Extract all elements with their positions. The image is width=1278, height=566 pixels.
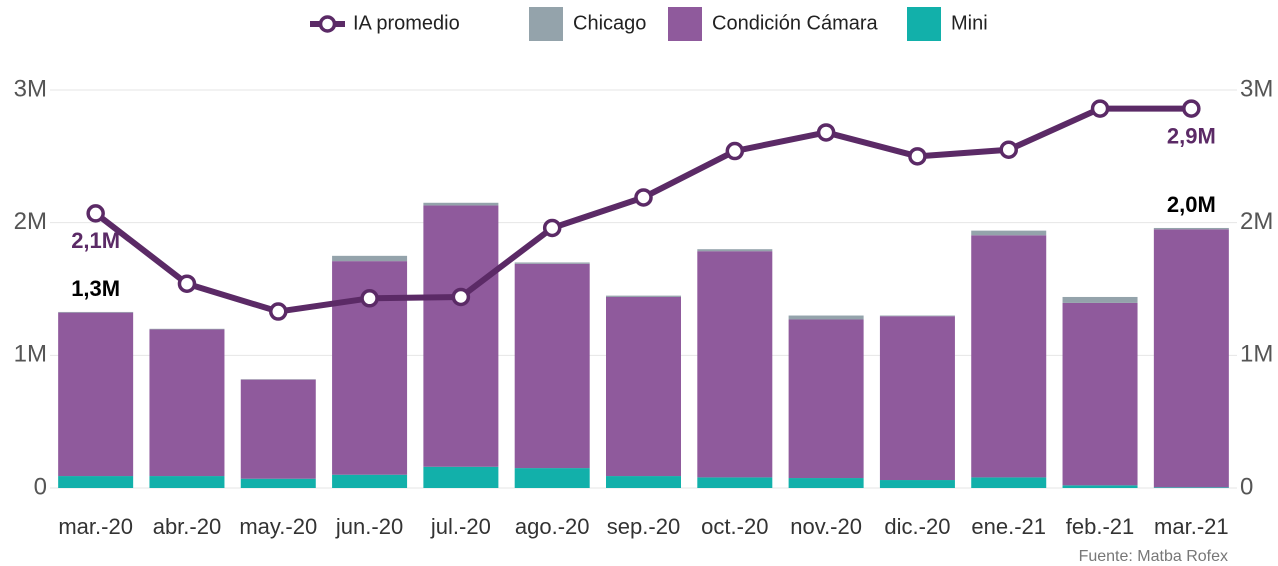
bar-segment — [879, 315, 955, 317]
total-label: 1,3M — [71, 276, 120, 301]
source: Fuente: Matba Rofex — [1079, 548, 1228, 565]
bar-segment — [788, 478, 864, 488]
x-tick-label: ene.-21 — [971, 514, 1046, 539]
bar-segment — [58, 311, 134, 313]
line-point — [999, 140, 1018, 159]
bar-segment — [1153, 229, 1229, 488]
line-point — [86, 204, 105, 223]
x-tick-label: feb.-21 — [1066, 514, 1135, 539]
bar-segment — [240, 379, 316, 479]
bar-segment — [514, 262, 590, 264]
line-point — [725, 141, 745, 161]
bar-segment — [332, 474, 408, 488]
y-tick-label: 1M — [14, 341, 47, 368]
bar-segment — [58, 476, 134, 488]
bar-segment — [240, 478, 316, 488]
x-tick-label: abr.-20 — [153, 514, 222, 539]
bar-segment — [606, 295, 681, 297]
line-point — [360, 289, 379, 308]
legend-swatch — [668, 7, 702, 41]
bar-segment — [788, 319, 864, 479]
legend-label: Condición Cámara — [712, 12, 879, 34]
y2-tick-label: 3M — [1240, 75, 1273, 102]
line-point — [1090, 99, 1110, 118]
bar-segment — [788, 315, 864, 320]
legend-label: Chicago — [573, 12, 646, 34]
y-tick-label: 0 — [34, 473, 47, 500]
x-tick-label: jun.-20 — [335, 514, 403, 539]
bar-segment — [606, 476, 681, 488]
line-point — [634, 188, 653, 207]
x-tick-label: jul.-20 — [430, 514, 491, 539]
x-tick-label: nov.-20 — [790, 514, 862, 539]
bar-segment — [423, 466, 499, 488]
bar-segment — [58, 312, 134, 477]
y-tick-label: 3M — [14, 75, 47, 102]
bar-segment — [879, 316, 955, 481]
bar-segment — [879, 480, 955, 488]
line-point — [177, 274, 197, 293]
x-tick-label: dic.-20 — [884, 514, 950, 539]
bar-segment — [1062, 302, 1138, 486]
bar-segment — [1062, 296, 1138, 303]
y-tick-label: 2M — [14, 208, 47, 235]
y2-tick-label: 2M — [1240, 208, 1273, 235]
legend-label: Mini — [951, 12, 988, 34]
bar-segment — [514, 263, 590, 469]
bar-segment — [697, 249, 773, 252]
y2-tick-label: 0 — [1240, 473, 1253, 500]
x-tick-label: may.-20 — [239, 514, 317, 539]
legend-swatch — [529, 7, 563, 41]
bar-segment — [332, 255, 408, 262]
line-point — [451, 287, 471, 307]
bar-segment — [971, 477, 1047, 488]
line-label: 2,1M — [71, 228, 120, 253]
x-tick-label: sep.-20 — [607, 514, 680, 539]
x-tick-label: mar.-21 — [1154, 514, 1229, 539]
legend-label: IA promedio — [353, 12, 460, 34]
bar-segment — [1062, 485, 1138, 488]
legend-swatch — [907, 7, 941, 41]
bar-segment — [423, 205, 499, 467]
x-tick-label: ago.-20 — [515, 514, 590, 539]
bar-segment — [1153, 487, 1229, 488]
bar-segment — [697, 477, 773, 488]
bar-segment — [149, 329, 225, 477]
bar-segment — [149, 476, 225, 488]
bar-segment — [149, 328, 225, 330]
y2-tick-label: 1M — [1240, 341, 1273, 368]
x-tick-label: mar.-20 — [58, 514, 133, 539]
bar-segment — [697, 251, 773, 478]
legend-marker — [318, 15, 337, 33]
line-point — [908, 147, 927, 166]
line-point — [1182, 99, 1201, 118]
line-label: 2,9M — [1167, 123, 1216, 148]
total-label: 2,0M — [1167, 192, 1216, 217]
line-point — [542, 218, 562, 238]
bar-segment — [971, 235, 1047, 478]
bar-segment — [514, 468, 590, 488]
bar-segment — [971, 230, 1047, 236]
line-point — [816, 123, 836, 142]
bar-segment — [606, 296, 681, 477]
bar-segment — [1153, 227, 1229, 230]
bar-segment — [423, 202, 499, 206]
x-tick-label: oct.-20 — [701, 514, 768, 539]
line-point — [269, 302, 288, 321]
